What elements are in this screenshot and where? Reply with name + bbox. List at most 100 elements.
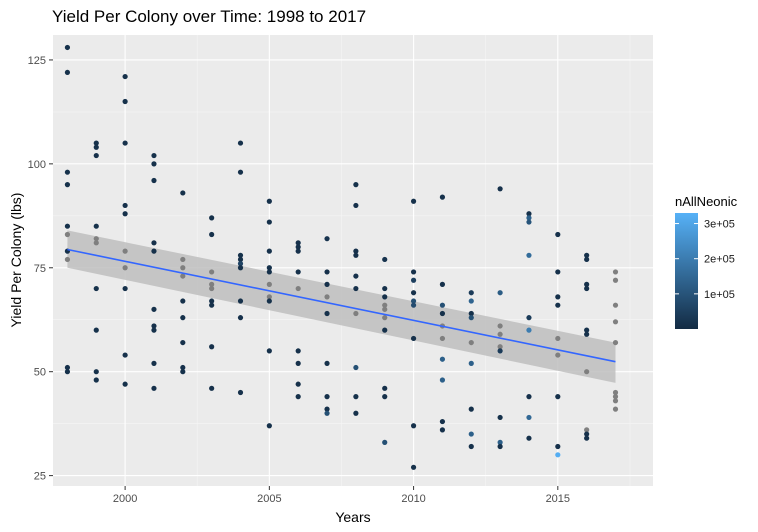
data-point bbox=[584, 256, 590, 263]
data-point bbox=[180, 265, 186, 271]
data-point bbox=[180, 190, 186, 196]
data-point bbox=[468, 315, 474, 321]
data-point bbox=[439, 310, 446, 317]
data-point bbox=[526, 315, 532, 321]
data-point bbox=[526, 215, 532, 221]
x-tick-label: 2010 bbox=[401, 493, 425, 505]
data-point bbox=[295, 285, 301, 292]
data-point bbox=[612, 302, 619, 308]
data-point bbox=[612, 339, 619, 346]
data-point bbox=[93, 285, 99, 292]
data-point bbox=[468, 360, 474, 366]
data-point bbox=[295, 348, 301, 354]
data-point bbox=[122, 202, 128, 209]
data-point bbox=[382, 315, 388, 321]
data-point bbox=[584, 431, 590, 437]
data-point bbox=[295, 240, 301, 246]
data-point bbox=[151, 248, 157, 254]
data-point bbox=[468, 310, 474, 317]
data-point bbox=[151, 323, 157, 329]
data-point bbox=[295, 244, 301, 250]
data-point bbox=[237, 252, 244, 258]
data-point bbox=[180, 369, 186, 375]
data-point bbox=[382, 439, 388, 445]
data-point bbox=[266, 198, 272, 204]
legend-tick-label: 3e+05 bbox=[704, 219, 735, 231]
data-point bbox=[209, 231, 215, 238]
data-point bbox=[555, 452, 561, 458]
data-point bbox=[353, 410, 359, 416]
data-point bbox=[382, 285, 388, 292]
data-point bbox=[151, 360, 157, 366]
data-point bbox=[555, 394, 561, 400]
data-point bbox=[410, 277, 417, 283]
data-point bbox=[122, 73, 128, 80]
data-point bbox=[64, 364, 71, 371]
data-point bbox=[555, 352, 561, 358]
data-point bbox=[324, 394, 330, 400]
data-point bbox=[209, 385, 215, 391]
data-point bbox=[295, 269, 301, 275]
data-point bbox=[266, 348, 272, 354]
data-point bbox=[122, 211, 128, 217]
legend-title: nAllNeonic bbox=[675, 194, 738, 209]
data-point bbox=[266, 219, 272, 225]
data-point bbox=[353, 252, 359, 258]
data-point bbox=[324, 294, 330, 300]
data-point bbox=[64, 44, 71, 51]
data-point bbox=[555, 443, 561, 450]
data-point bbox=[93, 223, 99, 229]
data-point bbox=[266, 248, 272, 254]
data-point bbox=[180, 273, 186, 279]
data-point bbox=[410, 290, 417, 296]
data-point bbox=[122, 381, 128, 387]
data-point bbox=[584, 435, 590, 441]
data-point bbox=[295, 360, 301, 366]
data-point bbox=[612, 394, 619, 400]
y-tick-label: 25 bbox=[34, 471, 46, 483]
data-point bbox=[410, 423, 417, 429]
data-point bbox=[555, 269, 561, 275]
data-point bbox=[93, 144, 99, 150]
data-point bbox=[209, 285, 215, 292]
data-point bbox=[237, 256, 244, 263]
y-tick-label: 75 bbox=[34, 263, 46, 275]
data-point bbox=[584, 252, 590, 258]
data-point bbox=[64, 256, 71, 263]
data-point bbox=[497, 443, 503, 450]
data-point bbox=[151, 177, 157, 184]
data-point bbox=[209, 344, 215, 350]
data-point bbox=[122, 98, 128, 105]
data-point bbox=[353, 202, 359, 209]
x-tick-label: 2005 bbox=[257, 493, 281, 505]
data-point bbox=[209, 215, 215, 221]
x-axis-title: Years bbox=[335, 509, 370, 525]
color-legend: nAllNeonic 1e+05 2e+05 3e+05 bbox=[675, 194, 738, 329]
data-point bbox=[439, 427, 446, 433]
data-point bbox=[64, 182, 71, 188]
data-point bbox=[266, 281, 272, 288]
data-point bbox=[324, 406, 330, 412]
data-point bbox=[324, 310, 330, 317]
data-point bbox=[266, 294, 272, 300]
data-point bbox=[497, 331, 503, 337]
data-point bbox=[526, 327, 532, 333]
data-point bbox=[584, 369, 590, 375]
data-point bbox=[64, 169, 71, 175]
data-point bbox=[209, 281, 215, 288]
data-point bbox=[324, 236, 330, 242]
data-point bbox=[295, 248, 301, 254]
data-point bbox=[612, 269, 619, 275]
data-point bbox=[439, 335, 446, 342]
data-point bbox=[266, 423, 272, 429]
legend-tick-label: 2e+05 bbox=[704, 254, 735, 266]
data-point bbox=[497, 323, 503, 329]
legend-tick-label: 1e+05 bbox=[704, 289, 735, 301]
data-point bbox=[151, 327, 157, 333]
data-point bbox=[584, 427, 590, 433]
data-point bbox=[468, 290, 474, 296]
data-point bbox=[555, 335, 561, 342]
data-point bbox=[353, 182, 359, 188]
data-point bbox=[93, 369, 99, 375]
